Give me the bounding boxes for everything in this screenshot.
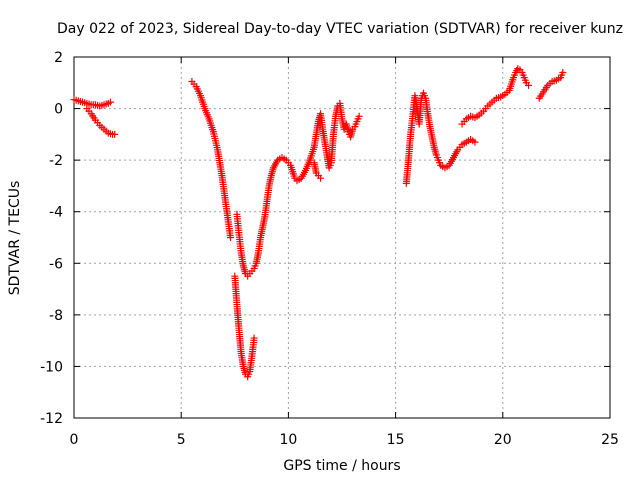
y-tick-label: 0: [54, 102, 63, 118]
x-tick-label: 15: [387, 432, 405, 448]
data-point: [525, 81, 533, 89]
data-point: [227, 234, 235, 241]
plot-frame: [73, 56, 611, 419]
y-tick-label: 2: [54, 50, 63, 66]
x-axis-label: GPS time / hours: [283, 458, 400, 474]
x-tick-label: 25: [601, 432, 619, 448]
y-axis-label: SDTVAR / TECUs: [7, 181, 23, 296]
y-tick-label: -10: [40, 359, 63, 375]
data-points: [70, 65, 567, 381]
data-point: [250, 334, 258, 342]
grid: [74, 57, 610, 418]
y-tick-label: -12: [40, 411, 63, 427]
y-tick-label: -4: [49, 205, 63, 221]
data-point: [317, 174, 325, 182]
y-tick-label: -2: [49, 153, 63, 169]
axis-ticks: 0 5 10 15 20 25 -12 -10 -8 -6 -4 -2 0 2: [40, 50, 619, 448]
data-point: [355, 112, 363, 120]
data-point: [111, 130, 119, 138]
x-tick-label: 5: [177, 432, 186, 448]
data-point: [559, 68, 567, 76]
x-tick-label: 0: [70, 432, 79, 448]
chart-title: Day 022 of 2023, Sidereal Day-to-day VTE…: [57, 21, 623, 37]
y-tick-label: -8: [49, 308, 63, 324]
x-tick-label: 20: [494, 432, 512, 448]
data-point: [106, 98, 114, 106]
data-point: [471, 138, 479, 146]
x-tick-label: 10: [279, 432, 297, 448]
y-tick-label: -6: [49, 256, 63, 272]
